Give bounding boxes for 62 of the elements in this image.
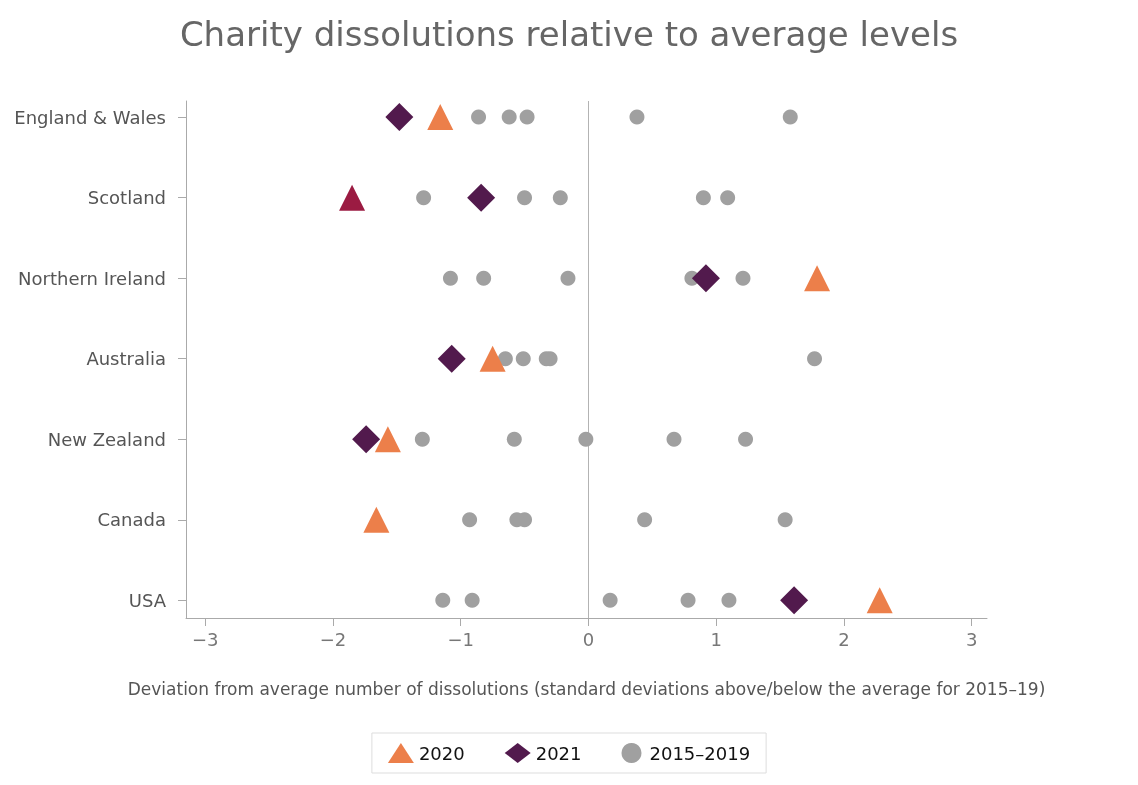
point xyxy=(471,109,487,125)
y-tick-label: Northern Ireland xyxy=(18,267,166,289)
x-tick-label: −1 xyxy=(447,628,474,650)
legend-label: 2020 xyxy=(418,742,465,764)
legend-label: 2021 xyxy=(535,742,582,764)
point xyxy=(720,190,736,206)
point xyxy=(738,431,754,447)
point xyxy=(467,183,496,212)
x-tick-label: −2 xyxy=(319,628,347,650)
point xyxy=(414,431,430,447)
point xyxy=(691,264,720,293)
point xyxy=(515,351,531,367)
y-tick-label: Canada xyxy=(97,509,166,531)
point xyxy=(629,109,645,125)
point xyxy=(437,344,466,373)
point xyxy=(462,512,478,528)
x-tick-label: 0 xyxy=(582,628,595,650)
point xyxy=(374,426,401,453)
chart-title: Charity dissolutions relative to average levels xyxy=(179,14,959,54)
point xyxy=(497,351,513,367)
y-tick-label: Scotland xyxy=(87,187,166,209)
point xyxy=(416,190,432,206)
x-tick-label: 2 xyxy=(838,628,850,650)
point xyxy=(782,109,798,125)
y-tick-label: USA xyxy=(128,589,167,611)
point xyxy=(560,270,576,286)
point xyxy=(385,103,414,132)
point xyxy=(804,265,831,292)
point xyxy=(464,592,480,608)
point xyxy=(363,506,390,533)
point xyxy=(735,270,751,286)
point xyxy=(339,184,366,211)
y-tick-label: New Zealand xyxy=(47,428,166,450)
point xyxy=(427,104,454,131)
point xyxy=(602,592,618,608)
point xyxy=(352,425,381,454)
x-tick-label: 3 xyxy=(965,628,978,650)
legend-label: 2015–2019 xyxy=(649,742,751,764)
point xyxy=(666,431,682,447)
point xyxy=(519,109,535,125)
y-tick-label: England & Wales xyxy=(14,106,166,128)
point xyxy=(442,270,458,286)
point xyxy=(578,431,594,447)
x-tick-label: 1 xyxy=(710,628,722,650)
point xyxy=(807,351,823,367)
point xyxy=(637,512,653,528)
y-tick-label: Australia xyxy=(86,348,166,370)
point xyxy=(435,592,451,608)
point xyxy=(695,190,711,206)
point xyxy=(680,592,696,608)
point xyxy=(780,586,809,615)
point xyxy=(517,190,533,206)
x-tick-label: −3 xyxy=(191,628,219,650)
point xyxy=(777,512,793,528)
point xyxy=(479,345,506,372)
point xyxy=(506,431,522,447)
point xyxy=(476,270,492,286)
point xyxy=(552,190,568,206)
point xyxy=(721,592,737,608)
point xyxy=(501,109,517,125)
x-axis-title: Deviation from average number of dissolutions (standard deviations above/below the average for 2015–19) xyxy=(127,678,1046,699)
point xyxy=(866,587,893,614)
